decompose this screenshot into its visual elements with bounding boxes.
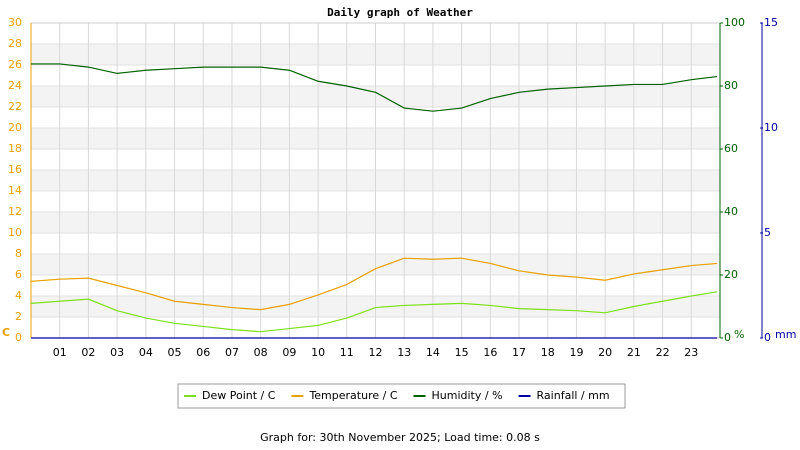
y3-tick-label: 10 <box>764 121 778 134</box>
x-tick-label: 03 <box>110 346 124 359</box>
x-tick-label: 16 <box>483 346 497 359</box>
x-tick-label: 08 <box>254 346 268 359</box>
x-tick-label: 21 <box>627 346 641 359</box>
x-tick-label: 06 <box>196 346 210 359</box>
series-line <box>30 291 718 333</box>
y2-tick-label: 100 <box>724 16 745 29</box>
x-tick-label: 14 <box>426 346 440 359</box>
x-tick-label: 02 <box>81 346 95 359</box>
x-tick-label: 18 <box>541 346 555 359</box>
x-tick-label: 04 <box>139 346 153 359</box>
x-tick-label: 23 <box>684 346 698 359</box>
x-tick-label: 10 <box>311 346 325 359</box>
y-tick-label: 16 <box>8 163 22 176</box>
y-tick-label: 24 <box>8 79 22 92</box>
y-tick-label: 10 <box>8 226 22 239</box>
legend-label: Humidity / % <box>432 389 503 402</box>
legend-label: Dew Point / C <box>202 389 276 402</box>
y-unit: C <box>2 326 10 339</box>
y-tick-label: 6 <box>15 268 22 281</box>
y-tick-label: 0 <box>15 331 22 344</box>
y3-tick-label: 0 <box>764 331 771 344</box>
x-tick-label: 13 <box>397 346 411 359</box>
y-tick-label: 26 <box>8 58 22 71</box>
y2-tick-label: 60 <box>724 142 738 155</box>
y-tick-label: 18 <box>8 142 22 155</box>
y-tick-label: 8 <box>15 247 22 260</box>
x-tick-label: 05 <box>168 346 182 359</box>
x-tick-label: 09 <box>282 346 296 359</box>
legend-label: Temperature / C <box>308 389 397 402</box>
y2-tick-label: 0 <box>724 331 731 344</box>
x-tick-label: 11 <box>340 346 354 359</box>
y2-tick-label: 80 <box>724 79 738 92</box>
series-line <box>30 257 718 311</box>
x-tick-label: 20 <box>598 346 612 359</box>
y-tick-label: 30 <box>8 16 22 29</box>
y-tick-label: 4 <box>15 289 22 302</box>
legend-box <box>177 383 626 409</box>
x-tick-label: 22 <box>656 346 670 359</box>
x-tick-label: 07 <box>225 346 239 359</box>
x-tick-label: 15 <box>455 346 469 359</box>
y-tick-label: 14 <box>8 184 22 197</box>
legend-label: Rainfall / mm <box>537 389 610 402</box>
footer: Graph for: 30th November 2025; Load time… <box>260 431 540 444</box>
series-line <box>31 63 718 112</box>
y3-tick-label: 15 <box>764 16 778 29</box>
y3-unit: mm <box>775 328 796 341</box>
y2-tick-label: 20 <box>724 268 738 281</box>
y-tick-label: 22 <box>8 100 22 113</box>
y-tick-label: 2 <box>15 310 22 323</box>
y-tick-label: 20 <box>8 121 22 134</box>
chart-title: Daily graph of Weather <box>327 6 473 19</box>
y2-tick-label: 40 <box>724 205 738 218</box>
y-tick-label: 12 <box>8 205 22 218</box>
y-tick-label: 28 <box>8 37 22 50</box>
y2-unit: % <box>734 328 744 341</box>
x-tick-label: 01 <box>53 346 67 359</box>
y3-tick-label: 5 <box>764 226 771 239</box>
x-tick-label: 17 <box>512 346 526 359</box>
x-tick-label: 12 <box>369 346 383 359</box>
x-tick-label: 19 <box>569 346 583 359</box>
